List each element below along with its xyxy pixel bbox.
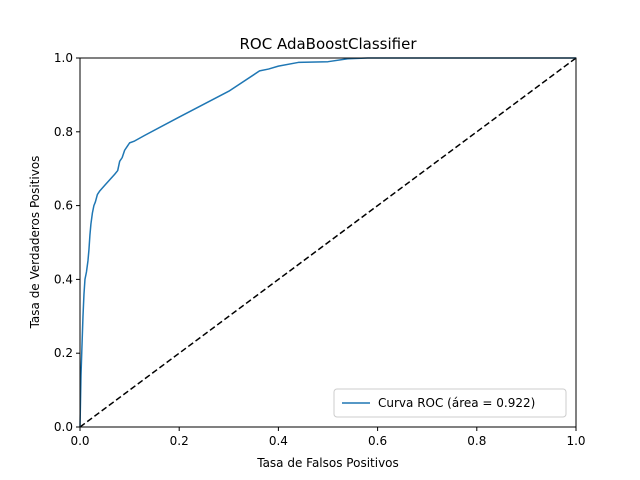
x-tick-label: 0.8 xyxy=(467,434,486,448)
y-tick-label: 0.0 xyxy=(54,420,73,434)
legend-box xyxy=(333,388,567,418)
chart-title: ROC AdaBoostClassifier xyxy=(240,35,418,53)
plot-area: 0.0 0.2 0.4 0.6 0.8 1.0 0.0 0.2 0.4 0.6 0.8 1.0 Curv… xyxy=(54,51,586,448)
x-tick-label: 0.4 xyxy=(269,434,288,448)
y-axis-label: Tasa de Verdaderos Positivos xyxy=(28,156,42,330)
x-tick-label: 1.0 xyxy=(566,434,585,448)
axes-frame xyxy=(79,57,577,428)
x-tick-label: 0.2 xyxy=(170,434,189,448)
y-tick-label: 0.8 xyxy=(54,125,73,139)
x-tick-label: 0.6 xyxy=(368,434,387,448)
y-tick-label: 0.4 xyxy=(54,272,73,286)
y-tick-label: 1.0 xyxy=(54,51,73,65)
x-tick-label: 0.0 xyxy=(70,434,89,448)
y-tick-label: 0.2 xyxy=(54,346,73,360)
roc-curve-line xyxy=(79,57,576,428)
x-axis-label: Tasa de Falsos Positivos xyxy=(256,456,399,470)
reference-diagonal-line xyxy=(79,57,577,428)
y-tick-label: 0.6 xyxy=(54,199,73,213)
legend-label: Curva ROC (área = 0.922) xyxy=(378,396,535,410)
